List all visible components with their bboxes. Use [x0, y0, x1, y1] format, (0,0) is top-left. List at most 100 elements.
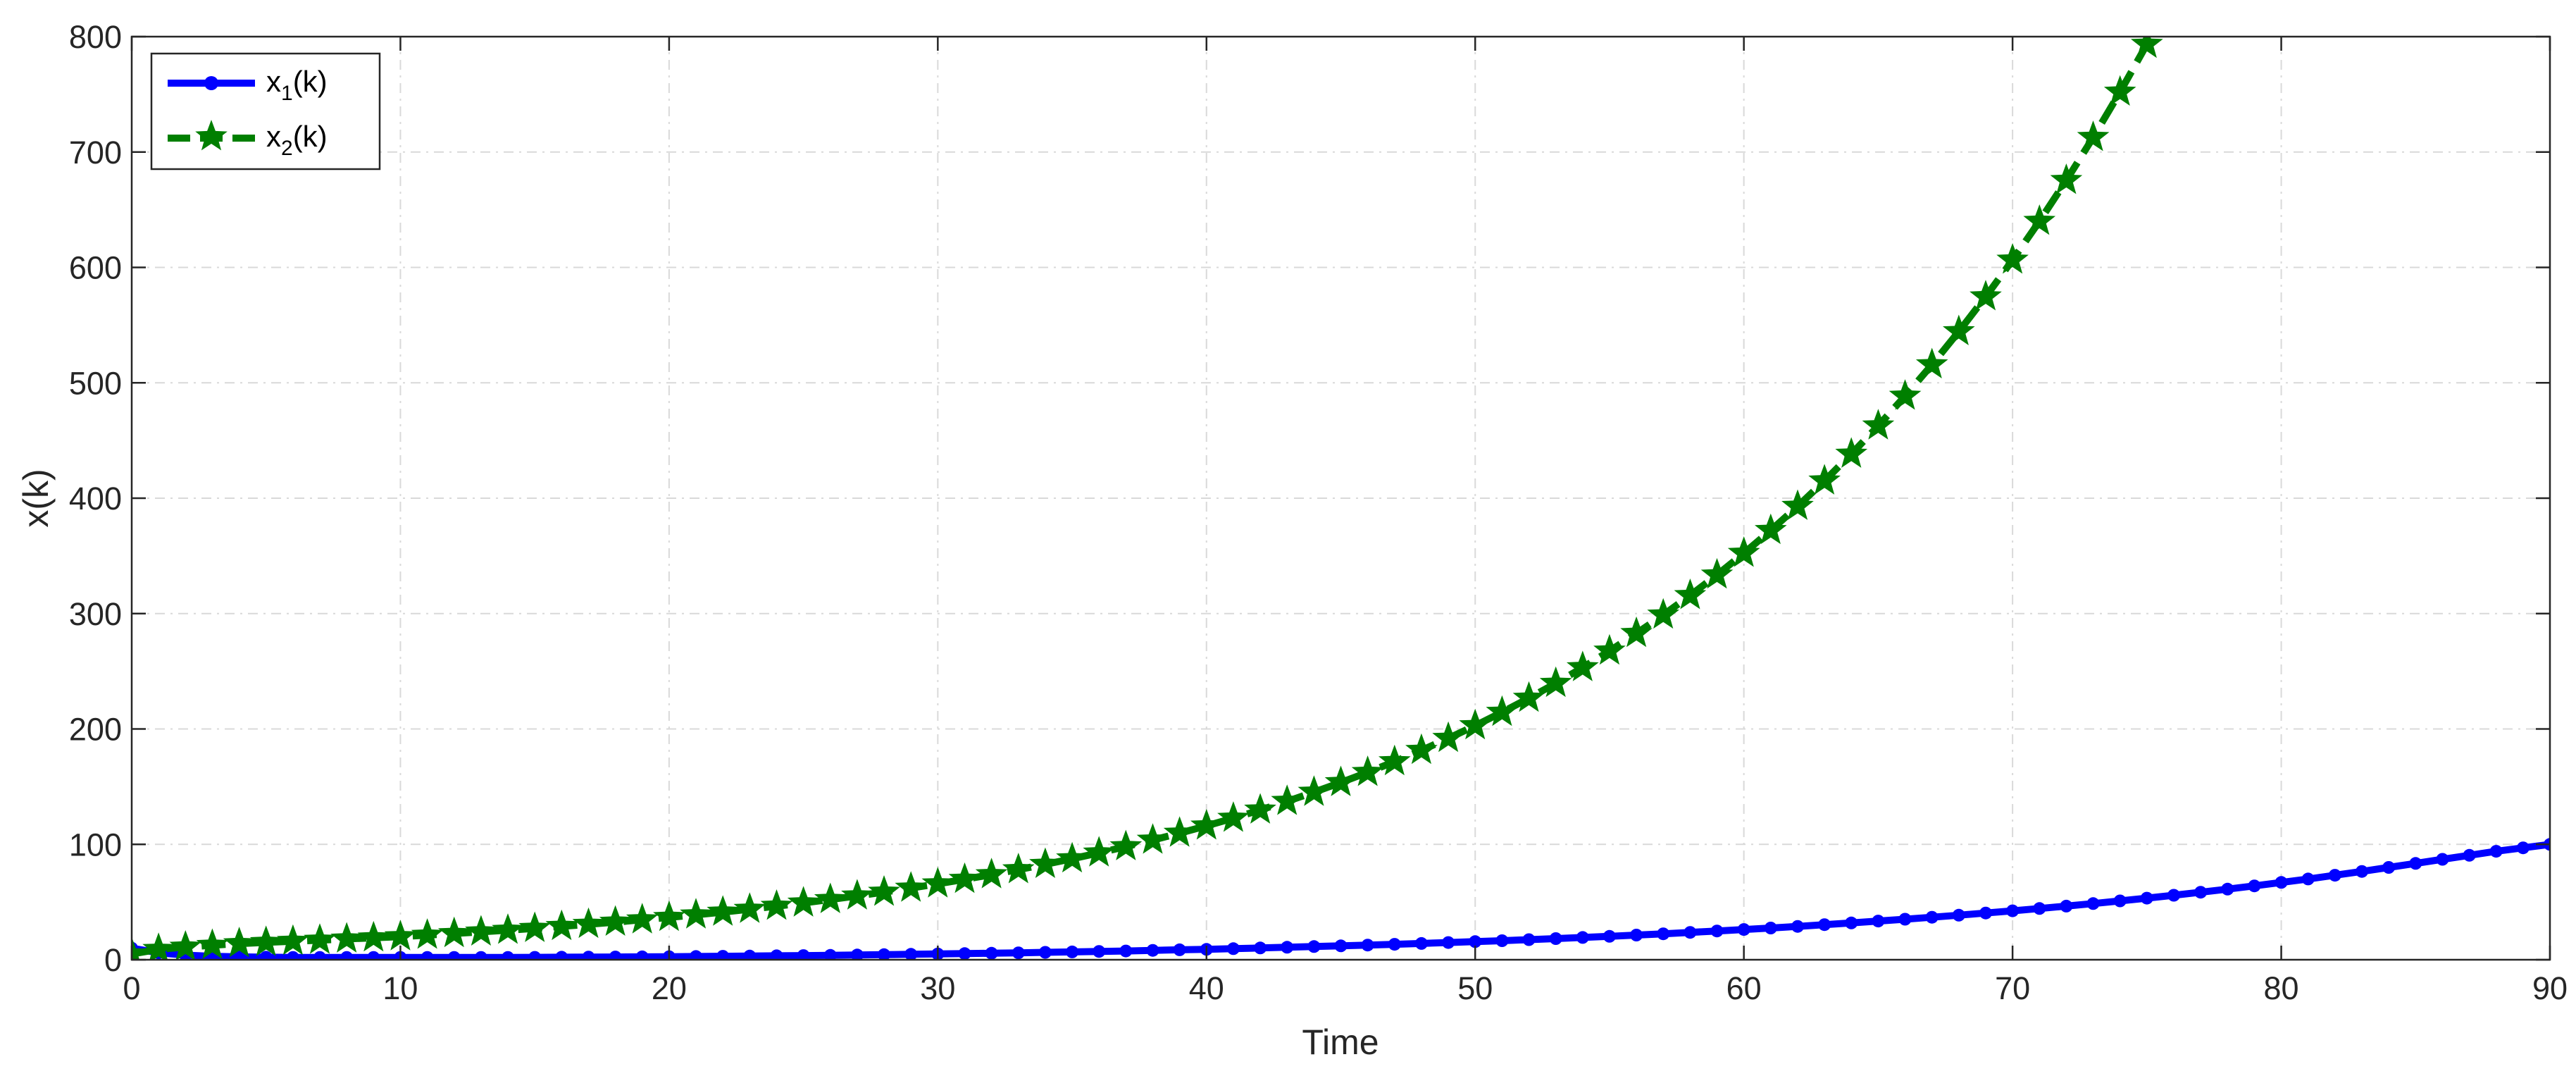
series-layer — [132, 37, 2550, 960]
legend-label-x1: x1(k) — [266, 65, 328, 105]
data-point — [2033, 902, 2046, 915]
data-point — [1361, 939, 1374, 952]
x-tick-label: 40 — [1189, 970, 1224, 1006]
data-point — [313, 951, 326, 960]
x-axis-label: Time — [1302, 1022, 1379, 1062]
x-tick-label: 0 — [123, 970, 140, 1006]
data-point — [1512, 681, 1545, 712]
data-point — [1109, 829, 1143, 860]
data-point — [330, 922, 363, 953]
data-point — [1495, 934, 1509, 947]
data-point — [1996, 243, 2029, 274]
data-point — [1970, 280, 2002, 311]
data-point — [895, 871, 927, 902]
legend-box — [150, 52, 381, 171]
data-point — [132, 936, 148, 960]
data-point — [502, 951, 514, 960]
data-point — [1567, 650, 1599, 681]
data-point — [985, 946, 998, 960]
data-point — [1603, 929, 1616, 943]
data-point — [1136, 823, 1169, 854]
data-point — [760, 889, 793, 920]
data-point — [1226, 942, 1240, 956]
data-point — [1469, 935, 1482, 948]
data-point — [690, 950, 702, 960]
data-point — [582, 951, 595, 960]
data-point — [1700, 557, 1734, 589]
legend-marker-x2 — [195, 120, 228, 151]
data-point — [2006, 904, 2020, 917]
data-point — [518, 911, 551, 942]
data-point — [1764, 922, 1777, 934]
data-point — [1979, 906, 1992, 920]
data-point — [474, 951, 487, 960]
data-point — [545, 909, 578, 941]
data-point — [1351, 755, 1384, 786]
data-point — [169, 930, 202, 960]
data-point — [2328, 869, 2341, 882]
data-point — [232, 950, 246, 960]
data-point — [635, 950, 649, 960]
data-point — [286, 951, 299, 960]
y-tick-label: 300 — [69, 596, 122, 632]
data-point — [814, 882, 847, 913]
data-point — [2356, 865, 2368, 878]
data-point — [447, 951, 461, 960]
data-point — [2409, 857, 2422, 870]
data-point — [743, 949, 757, 960]
data-point — [2103, 75, 2136, 106]
legend: x1(k) x2(k) — [150, 52, 381, 171]
data-point — [1657, 927, 1670, 941]
data-point — [841, 879, 873, 910]
data-point — [2436, 853, 2449, 866]
data-point — [142, 932, 175, 960]
data-point — [1405, 733, 1438, 765]
data-point — [2113, 894, 2127, 908]
data-point — [2382, 861, 2396, 874]
x-tick-label: 70 — [1995, 970, 2030, 1006]
data-point — [1727, 536, 1760, 567]
data-point — [1281, 941, 1294, 954]
data-point — [1379, 744, 1411, 776]
data-point — [1943, 314, 1975, 345]
data-point — [1522, 933, 1536, 946]
data-point — [850, 948, 864, 960]
data-point — [1093, 945, 1106, 958]
data-point — [2516, 841, 2530, 855]
data-point — [599, 905, 632, 936]
data-point — [1952, 908, 1965, 922]
data-point — [868, 875, 900, 906]
data-point — [1307, 940, 1321, 953]
data-point — [1647, 598, 1680, 629]
data-point — [304, 923, 336, 954]
data-point — [878, 948, 890, 960]
data-point — [975, 858, 1008, 889]
data-point — [2131, 37, 2163, 58]
legend-marker-x1 — [204, 76, 218, 90]
data-point — [2167, 889, 2180, 902]
data-point — [1889, 379, 1922, 410]
y-tick-label: 500 — [69, 365, 122, 401]
data-point — [1755, 513, 1787, 545]
data-point — [2050, 163, 2083, 194]
data-point — [1217, 801, 1250, 832]
y-tick-label: 0 — [104, 942, 122, 978]
data-point — [2221, 882, 2234, 896]
data-point — [1388, 938, 1401, 951]
data-point — [223, 927, 256, 958]
data-point — [2194, 886, 2208, 899]
y-tick-label: 700 — [69, 135, 122, 171]
data-point — [1066, 945, 1079, 958]
data-point — [1163, 816, 1196, 847]
data-point — [1791, 920, 1804, 933]
data-point — [2023, 204, 2056, 235]
data-point — [1845, 916, 1858, 929]
data-point — [1324, 765, 1357, 796]
data-point — [249, 925, 282, 956]
data-point — [1862, 409, 1895, 440]
data-point — [367, 951, 380, 960]
y-tick-label: 100 — [69, 827, 122, 862]
data-point — [1442, 936, 1455, 949]
x-tick-label: 80 — [2264, 970, 2299, 1006]
data-point — [609, 951, 622, 960]
